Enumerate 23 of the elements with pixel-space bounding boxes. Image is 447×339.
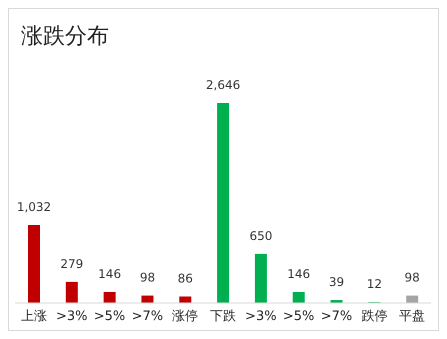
data-label: 12 — [366, 277, 382, 292]
data-label: 146 — [287, 266, 310, 281]
x-tick-label: >7% — [320, 309, 352, 324]
x-tick-label: >3% — [56, 309, 88, 324]
x-tick-label: >7% — [132, 309, 164, 324]
x-tick-label: >5% — [94, 309, 126, 324]
data-label: 98 — [140, 270, 156, 285]
x-tick-label: 平盘 — [399, 309, 426, 324]
data-label: 86 — [178, 272, 193, 286]
x-tick-label: >5% — [282, 309, 314, 324]
data-label: 650 — [249, 228, 272, 243]
data-label: 39 — [328, 275, 344, 290]
x-tick-label: >3% — [245, 309, 277, 324]
x-tick-label: 下跌 — [210, 309, 236, 324]
chart-title: 涨跌分布 — [21, 23, 109, 51]
data-label: 146 — [98, 266, 122, 281]
data-label: 2,646 — [206, 78, 240, 92]
data-label: 98 — [404, 270, 420, 285]
data-label: 279 — [60, 256, 84, 271]
x-tick-label: 上涨 — [20, 309, 47, 324]
data-label: 1,032 — [16, 200, 52, 214]
x-tick-label: 跌停 — [361, 309, 388, 324]
x-tick-label: 涨停 — [172, 309, 198, 324]
